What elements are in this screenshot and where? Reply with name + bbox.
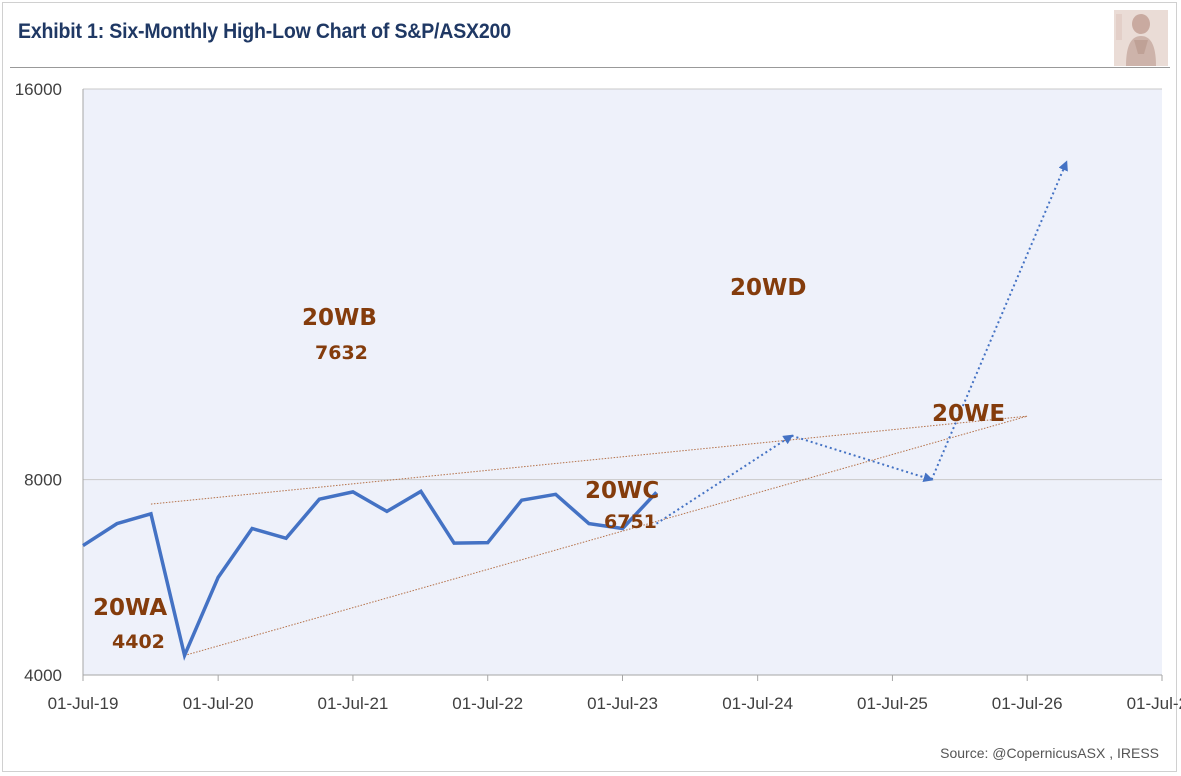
y-tick-label: 8000: [24, 471, 62, 490]
wave-label: 20WA: [93, 595, 167, 621]
wave-value: 7632: [315, 342, 368, 364]
plot-area: [83, 89, 1162, 675]
y-tick-label: 16000: [15, 80, 62, 99]
projection-segment: [655, 434, 794, 525]
wave-label: 20WE: [932, 401, 1005, 427]
wave-label: 20WD: [730, 275, 806, 301]
wave-label: 20WB: [302, 305, 377, 331]
x-tick-label: 01-Jul-22: [452, 694, 523, 713]
x-tick-label: 01-Jul-20: [183, 694, 254, 713]
wave-label: 20WC: [585, 478, 659, 504]
y-tick-label: 4000: [24, 666, 62, 685]
statue-portrait-icon: [1114, 10, 1168, 66]
x-tick-label: 01-Jul-23: [587, 694, 658, 713]
x-tick-label: 01-Jul-27: [1127, 694, 1181, 713]
wave-value: 6751: [604, 511, 657, 533]
x-tick-label: 01-Jul-24: [722, 694, 793, 713]
wave-value: 4402: [112, 631, 165, 653]
source-note: Source: @CopernicusASX , IRESS: [940, 745, 1159, 761]
title-divider: [10, 67, 1170, 68]
x-tick-label: 01-Jul-19: [48, 694, 119, 713]
x-tick-label: 01-Jul-26: [992, 694, 1063, 713]
series-line: [82, 489, 658, 661]
trendline: [184, 415, 1028, 656]
x-tick-label: 01-Jul-25: [857, 694, 928, 713]
page-title: Exhibit 1: Six-Monthly High-Low Chart of…: [18, 20, 511, 43]
x-tick-label: 01-Jul-21: [317, 694, 388, 713]
